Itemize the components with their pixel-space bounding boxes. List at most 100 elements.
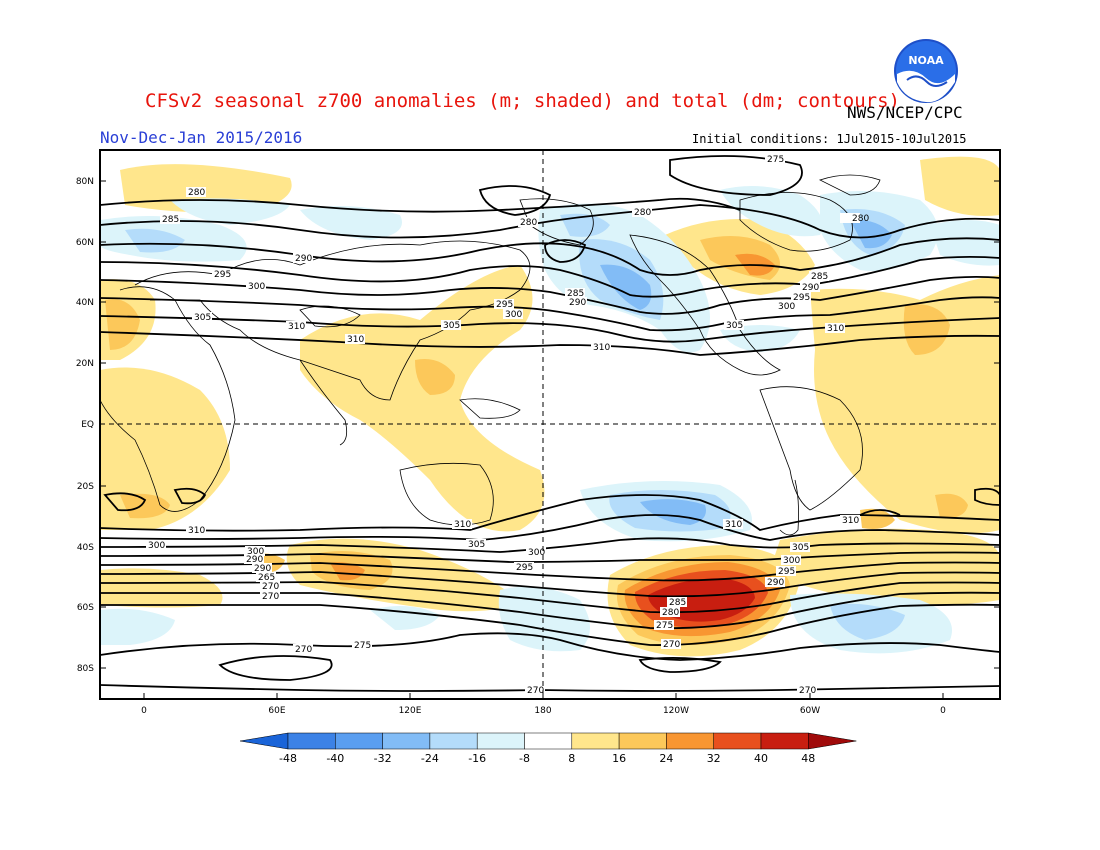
svg-text:275: 275 — [767, 155, 784, 165]
colorbar-label: -8 — [519, 752, 530, 765]
colorbar-swatch — [382, 732, 431, 750]
svg-text:305: 305 — [726, 321, 743, 331]
svg-text:285: 285 — [567, 289, 584, 299]
colorbar-label: 40 — [754, 752, 768, 765]
lon-label: 60E — [268, 706, 285, 716]
svg-text:305: 305 — [194, 313, 211, 323]
svg-text:300: 300 — [528, 548, 545, 558]
svg-text:280: 280 — [188, 188, 205, 198]
svg-text:300: 300 — [247, 547, 264, 557]
lat-label: 40N — [76, 298, 94, 308]
svg-text:305: 305 — [792, 543, 809, 553]
svg-text:300: 300 — [248, 282, 265, 292]
svg-text:305: 305 — [468, 540, 485, 550]
svg-text:270: 270 — [262, 582, 279, 592]
colorbar-label: 48 — [801, 752, 815, 765]
colorbar-label: -40 — [326, 752, 344, 765]
svg-text:295: 295 — [516, 563, 533, 573]
lon-label: 180 — [534, 706, 551, 716]
colorbar — [239, 732, 857, 750]
lon-label: 120W — [663, 706, 689, 716]
latitude-axis — [100, 180, 1000, 669]
colorbar-label: 8 — [568, 752, 575, 765]
svg-text:280: 280 — [852, 214, 869, 224]
svg-text:290: 290 — [295, 254, 312, 264]
colorbar-swatch — [713, 732, 762, 750]
lon-label: 120E — [399, 706, 422, 716]
colorbar-arrow-high — [808, 732, 857, 750]
colorbar-swatch — [429, 732, 478, 750]
svg-text:310: 310 — [827, 324, 844, 334]
longitude-axis — [143, 693, 944, 699]
svg-text:300: 300 — [505, 310, 522, 320]
svg-text:270: 270 — [527, 686, 544, 696]
colorbar-swatch — [335, 732, 383, 750]
lat-label: 60N — [76, 238, 94, 248]
colorbar-label: -16 — [468, 752, 486, 765]
svg-text:290: 290 — [246, 555, 263, 565]
anomaly-shading — [100, 156, 1000, 657]
svg-text:310: 310 — [725, 520, 742, 530]
svg-text:310: 310 — [454, 520, 471, 530]
forecast-period: Nov-Dec-Jan 2015/2016 — [100, 128, 303, 147]
svg-text:300: 300 — [148, 541, 165, 551]
svg-text:280: 280 — [520, 218, 537, 228]
svg-text:310: 310 — [842, 516, 859, 526]
svg-text:295: 295 — [214, 270, 231, 280]
svg-text:275: 275 — [656, 621, 673, 631]
coastlines — [100, 174, 881, 536]
lon-label: 0 — [141, 706, 147, 716]
svg-text:NOAA: NOAA — [908, 54, 944, 67]
svg-text:270: 270 — [262, 592, 279, 602]
colorbar-label: -24 — [421, 752, 439, 765]
svg-text:310: 310 — [288, 322, 305, 332]
svg-text:295: 295 — [793, 293, 810, 303]
noaa-logo-icon: NOAA — [894, 39, 958, 103]
lon-label: 60W — [800, 706, 820, 716]
svg-text:270: 270 — [663, 640, 680, 650]
colorbar-label: 24 — [659, 752, 673, 765]
lat-label: 80S — [77, 664, 94, 674]
svg-text:290: 290 — [254, 564, 271, 574]
svg-text:295: 295 — [778, 567, 795, 577]
colorbar-swatch — [524, 732, 573, 750]
colorbar-label: -32 — [374, 752, 392, 765]
colorbar-swatch — [760, 732, 809, 750]
agency-label: NWS/NCEP/CPC — [847, 103, 963, 122]
colorbar-swatch — [618, 732, 667, 750]
lat-label: EQ — [81, 420, 94, 430]
svg-text:285: 285 — [811, 272, 828, 282]
colorbar-arrow-low — [239, 732, 289, 750]
svg-text:290: 290 — [569, 298, 586, 308]
initial-conditions: Initial conditions: 1Jul2015-10Jul2015 — [692, 132, 967, 146]
colorbar-label: 32 — [707, 752, 721, 765]
lat-label: 40S — [77, 543, 94, 553]
colorbar-labels: -48 -40 -32 -24 -16 -8 8 16 24 32 40 48 — [279, 752, 815, 765]
map-title: CFSv2 seasonal z700 anomalies (m; shaded… — [145, 90, 900, 112]
svg-text:305: 305 — [443, 321, 460, 331]
lat-label: 80N — [76, 177, 94, 187]
svg-text:310: 310 — [347, 335, 364, 345]
svg-text:285: 285 — [162, 215, 179, 225]
svg-text:270: 270 — [799, 686, 816, 696]
colorbar-swatch — [287, 732, 336, 750]
svg-text:265: 265 — [258, 573, 275, 583]
svg-text:280: 280 — [634, 208, 651, 218]
svg-text:310: 310 — [593, 343, 610, 353]
svg-text:295: 295 — [496, 300, 513, 310]
colorbar-swatch — [666, 732, 714, 750]
svg-text:300: 300 — [783, 556, 800, 566]
svg-text:290: 290 — [767, 578, 784, 588]
lat-label: 20N — [76, 359, 94, 369]
colorbar-label: 16 — [612, 752, 626, 765]
contour-labels: 275 280 280 280 285 290 295 300 305 310 … — [146, 154, 869, 696]
svg-text:280: 280 — [662, 608, 679, 618]
svg-text:270: 270 — [295, 645, 312, 655]
colorbar-swatch — [476, 732, 525, 750]
svg-text:310: 310 — [188, 526, 205, 536]
lat-label: 20S — [77, 482, 94, 492]
lon-label: 0 — [940, 706, 946, 716]
colorbar-swatch — [571, 732, 620, 750]
svg-text:290: 290 — [802, 283, 819, 293]
